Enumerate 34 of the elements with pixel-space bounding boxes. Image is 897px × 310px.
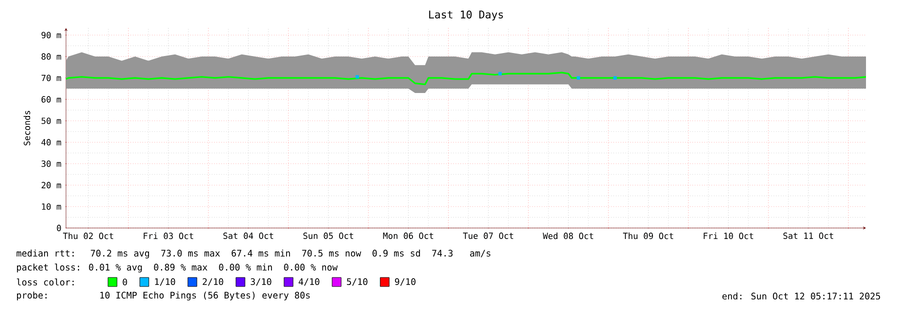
legend-label: 5/10 bbox=[346, 278, 368, 286]
legend-label: 3/10 bbox=[250, 278, 272, 286]
text: probe: 10 ICMP Echo Pings (56 Bytes) every 80s bbox=[17, 292, 310, 300]
y-tick-label: 90 m bbox=[42, 32, 62, 38]
legend-label: 1/10 bbox=[155, 278, 176, 286]
text: end: Sun Oct 12 05:17:11 2025 bbox=[722, 292, 880, 300]
y-tick-label: 70 m bbox=[42, 74, 62, 82]
x-tick-label: Fri 10 Oct bbox=[704, 232, 754, 240]
y-tick-label: 10 m bbox=[42, 203, 62, 210]
legend-label: 2/10 bbox=[202, 278, 224, 286]
y-tick-label: 50 m bbox=[42, 118, 62, 124]
x-tick-label: Sat 04 Oct bbox=[223, 232, 274, 239]
x-tick-label: Wed 08 Oct bbox=[542, 232, 594, 240]
text: median rtt: 70.2 ms avg 73.0 ms max 67.4 ms min 70.5 ms now 0.9 ms sd 74.3 am/s bbox=[16, 250, 490, 258]
legend-label: 0 bbox=[122, 278, 128, 286]
y-tick-label: 40 m bbox=[41, 139, 62, 146]
x-tick-label: Sun 05 Oct bbox=[303, 232, 354, 239]
y-tick-label: 60 m bbox=[42, 96, 62, 103]
text: packet loss: 0.01 % avg 0.89 % max 0.00 % min 0.00 % now bbox=[17, 264, 338, 272]
x-tick-label: Mon 06 Oct bbox=[383, 232, 434, 239]
y-axis-title: Seconds bbox=[24, 110, 30, 146]
legend-label: 4/10 bbox=[298, 278, 320, 286]
chart-title: Last 10 Days bbox=[429, 10, 503, 21]
y-tick-label: 0 bbox=[56, 224, 61, 232]
y-tick-label: 30 m bbox=[42, 160, 62, 167]
x-tick-label: Sat 11 Oct bbox=[783, 232, 834, 239]
y-tick-label: 20 m bbox=[42, 182, 62, 188]
x-tick-label: Fri 03 Oct bbox=[144, 232, 194, 240]
text: loss color: bbox=[16, 278, 74, 286]
x-tick-label: Tue 07 Oct bbox=[463, 232, 514, 239]
x-tick-label: Thu 09 Oct bbox=[623, 232, 674, 240]
x-tick-label: Thu 02 Oct bbox=[62, 232, 114, 240]
legend-label: 9/10 bbox=[394, 278, 416, 286]
y-tick-label: 80 m bbox=[42, 53, 62, 60]
